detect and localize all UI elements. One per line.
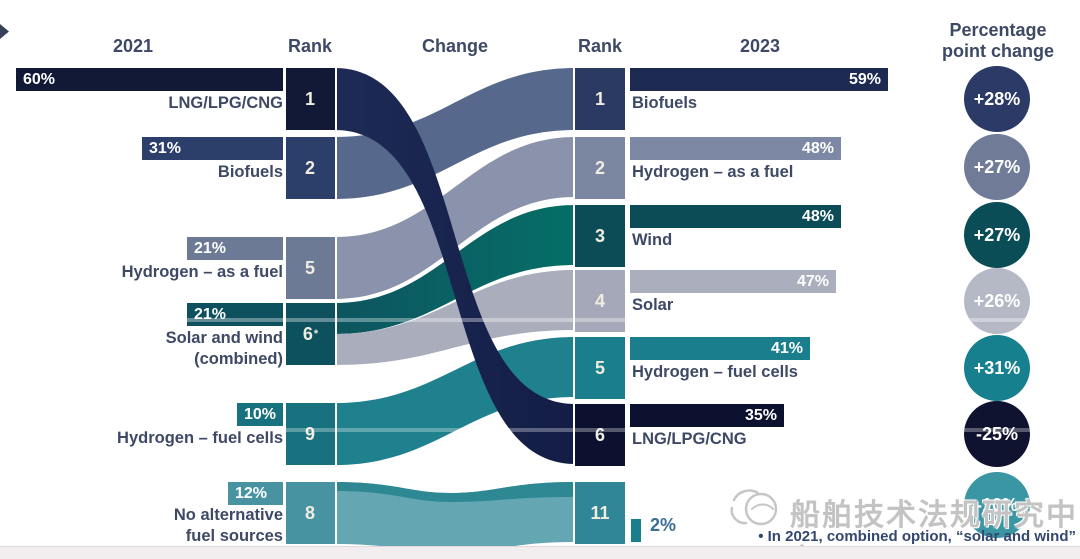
bar-2023-no-alternative	[631, 519, 641, 542]
rank-box-2023-6: 6	[575, 404, 625, 466]
label-2023-wind: Wind	[632, 231, 673, 249]
bar-value: 48%	[801, 207, 834, 225]
bar-2023-lng: 35%	[630, 404, 784, 427]
rank-number: 1	[594, 88, 605, 109]
pct-change-circle-biofuels: +28%	[964, 66, 1030, 132]
column-header-pct-change: Percentage point change	[942, 20, 1054, 61]
bar-2021-fuel-cells: 10%	[237, 403, 283, 426]
label-2021-solar-wind: Solar and wind (combined)	[165, 329, 283, 369]
bar-value: 41%	[770, 339, 803, 357]
rank-number: 3	[594, 225, 605, 246]
label-2021-biofuels: Biofuels	[217, 163, 283, 181]
pct-change-circle-fuel-cells: +31%	[964, 335, 1030, 401]
rank-number: 11	[590, 502, 610, 523]
bar-2021-biofuels: 31%	[142, 137, 283, 160]
pct-change-circle-wind: +27%	[964, 202, 1030, 268]
band-hydrogen-fuel-cells	[335, 337, 575, 465]
pct-change-circle-no-alternative: -10%	[964, 472, 1030, 538]
bar-value: 35%	[744, 406, 777, 424]
label-2023-solar: Solar	[632, 296, 674, 314]
band-biofuels	[335, 68, 575, 199]
bar-value: 21%	[194, 305, 227, 323]
video-artifact-notch	[0, 24, 9, 39]
column-header-rank-left: Rank	[287, 36, 332, 56]
label-2023-biofuels: Biofuels	[632, 94, 698, 112]
label-2021-lng: LNG/LPG/CNG	[168, 94, 283, 112]
band-solar	[335, 270, 575, 365]
rank-box-2021-9: 9	[286, 403, 335, 465]
bar-value: 10%	[244, 405, 277, 423]
footnote: • In 2021, combined option, “solar and w…	[758, 528, 1076, 545]
bar-2023-hydrogen-fuel: 48%	[630, 137, 841, 160]
label-2023-fuel-cells: Hydrogen – fuel cells	[632, 363, 798, 381]
rank-number: 2	[594, 157, 605, 178]
label-2023-lng: LNG/LPG/CNG	[632, 430, 747, 448]
video-artifact-bottom-strip	[0, 546, 1080, 559]
pct-change-circle-solar: +26%	[964, 268, 1030, 334]
label-2023-hydrogen-fuel: Hydrogen – as a fuel	[632, 163, 794, 181]
rank-box-2023-1: 1	[575, 68, 625, 130]
rank-number: 1	[304, 88, 315, 109]
bar-value: 21%	[194, 239, 227, 257]
rank-number: 5	[594, 357, 605, 378]
rank-number: 6	[594, 424, 605, 445]
rank-number: 6	[302, 323, 313, 344]
label-2021-fuel-cells: Hydrogen – fuel cells	[117, 429, 283, 447]
bar-2023-wind: 48%	[630, 205, 841, 228]
rank-number: 5	[304, 257, 315, 278]
column-header-rank-right: Rank	[577, 36, 622, 56]
rank-box-2021-6: 6 *	[286, 303, 335, 365]
band-lng	[335, 68, 575, 464]
rank-box-2021-8: 8	[286, 482, 335, 544]
bar-value: 59%	[848, 70, 881, 88]
label-2023-no-alternative-value: 2%	[650, 515, 677, 535]
bar-value: 47%	[796, 272, 829, 290]
rank-change-flow-bands	[335, 68, 575, 553]
bar-2023-biofuels: 59%	[630, 68, 888, 91]
label-2021-hydrogen-fuel: Hydrogen – as a fuel	[121, 263, 283, 281]
rank-box-2021-1: 1	[286, 68, 335, 130]
bar-2023-fuel-cells: 41%	[630, 337, 810, 360]
bar-value: 12%	[235, 484, 268, 502]
bar-2023-solar: 47%	[630, 270, 836, 293]
rank-number: 4	[594, 290, 605, 311]
bar-value: 31%	[149, 139, 182, 157]
bar-value: 60%	[23, 70, 56, 88]
bar-2021-hydrogen-fuel: 21%	[187, 237, 283, 260]
column-header-2023: 2023	[739, 36, 781, 56]
rank-box-2023-4: 4	[575, 270, 625, 332]
column-header-change: Change	[421, 36, 488, 56]
bar-value: 48%	[801, 139, 834, 157]
rank-number: 8	[304, 502, 315, 523]
pct-change-circle-hydrogen-fuel: +27%	[964, 134, 1030, 200]
rank-box-2023-11: 11	[575, 482, 625, 544]
rank-box-2023-3: 3	[575, 205, 625, 267]
bar-2021-lng: 60%	[16, 68, 283, 91]
rank-box-2021-5: 5	[286, 237, 335, 299]
column-header-2021: 2021	[112, 36, 154, 56]
band-no-alternative	[335, 482, 575, 553]
bar-2021-solar-wind: 21%	[187, 303, 283, 326]
rank-number: 9	[304, 423, 315, 444]
rank-box-2023-5: 5	[575, 337, 625, 399]
bar-2021-no-alternative: 12%	[228, 482, 283, 505]
rank-box-2021-2: 2	[286, 137, 335, 199]
watermark-logo	[730, 489, 778, 526]
pct-change-circle-lng: -25%	[964, 401, 1030, 467]
label-2021-no-alternative: No alternative fuel sources	[173, 506, 283, 546]
rank-number: 2	[304, 157, 315, 178]
band-hydrogen-as-fuel	[335, 137, 575, 299]
band-no-alternative-stripe	[335, 482, 575, 502]
rank-box-2023-2: 2	[575, 137, 625, 199]
